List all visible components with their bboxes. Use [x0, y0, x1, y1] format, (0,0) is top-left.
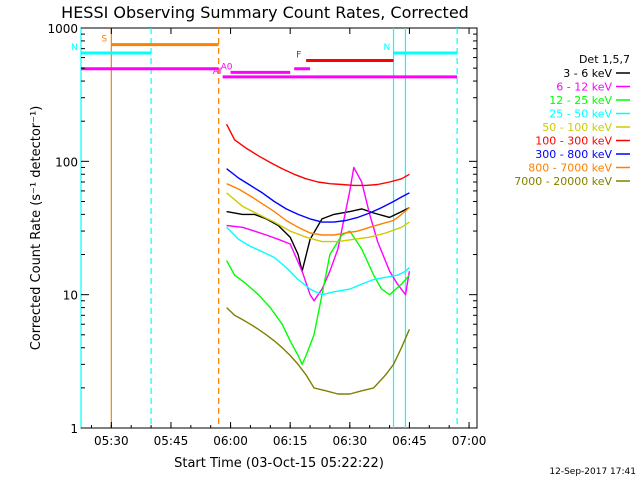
y-tick-label: 1 — [70, 422, 78, 436]
legend-entry-label: 6 - 12 keV — [556, 81, 612, 94]
flag-label: S — [101, 35, 107, 45]
plot-frame — [80, 27, 478, 429]
flag-label: A0 — [221, 62, 233, 72]
flag-label: AI — [213, 67, 222, 77]
plot-area — [80, 27, 478, 429]
axes: 05:30 05:45 06:00 06:15 06:30 06:45 07:00 1 10 10… — [47, 22, 486, 448]
chart-title: HESSI Observing Summary Count Rates, Cor… — [61, 3, 469, 22]
legend-entry-label: 800 - 7000 keV — [528, 162, 612, 175]
legend-entry-label: 50 - 100 keV — [542, 121, 612, 134]
flag-label: N — [71, 43, 78, 53]
x-tick-label: 06:45 — [392, 434, 427, 448]
series-line — [226, 168, 410, 223]
x-axis-label: Start Time (03-Oct-15 05:22:22) — [174, 456, 384, 471]
flag-label: F — [296, 51, 301, 61]
series-line — [226, 183, 410, 236]
x-tick-label: 06:30 — [333, 434, 368, 448]
legend-entry-label: 7000 - 20000 keV — [514, 175, 612, 188]
series-line — [226, 206, 410, 272]
series-line — [226, 166, 411, 302]
legend-title: Det 1,5,7 — [579, 53, 630, 66]
series-line — [226, 192, 410, 243]
x-tick-label: 05:30 — [94, 434, 129, 448]
footer-date: 12-Sep-2017 17:41 — [549, 467, 636, 477]
flag-label: N — [384, 43, 391, 53]
data-series — [225, 123, 411, 395]
x-tick-label: 07:00 — [452, 434, 487, 448]
x-tick-label: 06:15 — [273, 434, 308, 448]
y-tick-label: 10 — [63, 289, 78, 303]
legend-entry-label: 3 - 6 keV — [563, 67, 612, 80]
legend-entry-label: 25 - 50 keV — [549, 108, 612, 121]
legend-entry-label: 300 - 800 keV — [535, 148, 612, 161]
x-tick-label: 05:45 — [154, 434, 189, 448]
series-line — [226, 307, 411, 395]
y-tick-label: 1000 — [47, 22, 78, 36]
x-tick-label: 06:00 — [213, 434, 248, 448]
y-tick-label: 100 — [55, 155, 78, 169]
y-axis-label: Corrected Count Rate (s⁻¹ detector⁻¹) — [29, 106, 44, 351]
legend-entry-label: 12 - 25 keV — [549, 94, 612, 107]
series-line — [225, 230, 410, 366]
series-line — [225, 123, 410, 187]
legend-entry-label: 100 - 300 keV — [535, 135, 612, 148]
series-line — [226, 226, 410, 296]
vertical-markers — [80, 28, 458, 428]
